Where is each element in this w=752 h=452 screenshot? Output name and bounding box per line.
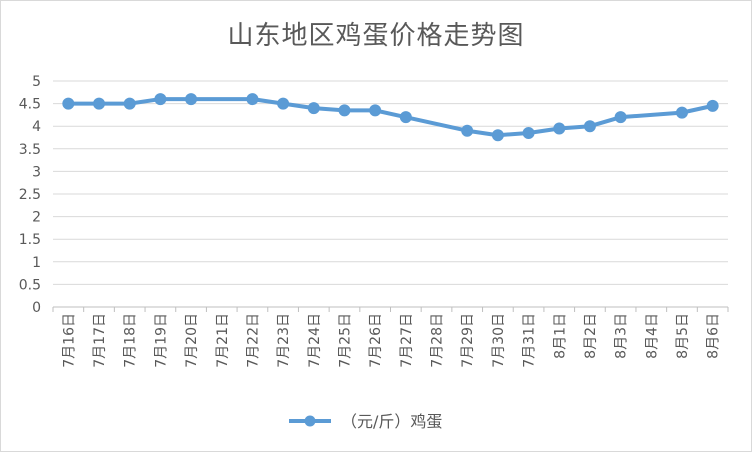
y-tick-label: 4.5 (19, 97, 41, 113)
x-tick-label: 7月18日 (123, 313, 139, 368)
y-tick-label: 0 (32, 300, 41, 316)
x-tick-label: 8月2日 (583, 313, 599, 359)
y-tick-label: 2 (32, 210, 41, 226)
axes (52, 306, 729, 312)
data-point (491, 129, 504, 142)
data-point (62, 97, 75, 110)
y-tick-label: 3 (32, 164, 41, 180)
x-tick-label: 7月23日 (276, 313, 292, 368)
y-tick-label: 1 (32, 255, 41, 271)
data-point (399, 111, 412, 124)
x-tick-label: 7月16日 (61, 313, 77, 368)
x-tick-label: 7月28日 (430, 313, 446, 368)
data-point (154, 93, 167, 106)
data-point (675, 106, 688, 119)
y-tick-labels: 0 0.5 1 1.5 2 2.5 3 3.5 4 4.5 5 (19, 74, 41, 316)
data-point (338, 104, 351, 117)
y-tick-label: 2.5 (19, 187, 41, 203)
data-point (93, 97, 106, 110)
y-tick-label: 3.5 (19, 142, 41, 158)
data-point (461, 124, 474, 137)
data-point (369, 104, 382, 117)
legend-point-marker (304, 415, 316, 427)
data-point (522, 126, 535, 139)
x-tick-label: 7月19日 (153, 313, 169, 368)
legend-label: （元/斤）鸡蛋 (341, 412, 442, 431)
chart-title: 山东地区鸡蛋价格走势图 (227, 21, 525, 51)
data-point (583, 120, 596, 133)
y-tick-label: 5 (32, 74, 41, 90)
grid-lines (53, 80, 728, 285)
data-point (277, 97, 290, 110)
data-point (614, 111, 627, 124)
x-tick-label: 7月26日 (368, 313, 384, 368)
x-tick-label: 7月30日 (491, 313, 507, 368)
data-point (706, 99, 719, 112)
data-point (307, 102, 320, 115)
x-tick-label: 7月27日 (399, 313, 415, 368)
x-tick-label: 7月22日 (245, 313, 261, 368)
y-tick-label: 1.5 (19, 232, 41, 248)
x-tick-label: 8月4日 (644, 313, 660, 359)
x-tick-label: 8月3日 (614, 313, 630, 359)
data-point (185, 93, 198, 106)
x-tick-label: 8月1日 (552, 313, 568, 359)
x-tick-label: 8月5日 (675, 313, 691, 359)
data-point (123, 97, 136, 110)
x-tick-labels: 7月16日 7月17日 7月18日 7月19日 7月20日 7月21日 7月22日 7月23日… (61, 313, 721, 368)
x-tick-label: 7月20日 (184, 313, 200, 368)
x-tick-label: 7月31日 (522, 313, 538, 368)
series (62, 93, 719, 142)
x-tick-label: 7月24日 (307, 313, 323, 368)
x-tick-label: 7月29日 (460, 313, 476, 368)
data-point (246, 93, 259, 106)
legend: （元/斤）鸡蛋 (289, 412, 442, 431)
y-tick-label: 4 (32, 119, 41, 135)
x-tick-label: 7月25日 (337, 313, 353, 368)
y-tick-label: 0.5 (19, 277, 41, 293)
x-tick-label: 8月6日 (706, 313, 722, 359)
x-tick-label: 7月21日 (215, 313, 231, 368)
x-tick-label: 7月17日 (92, 313, 108, 368)
data-point (553, 122, 566, 135)
